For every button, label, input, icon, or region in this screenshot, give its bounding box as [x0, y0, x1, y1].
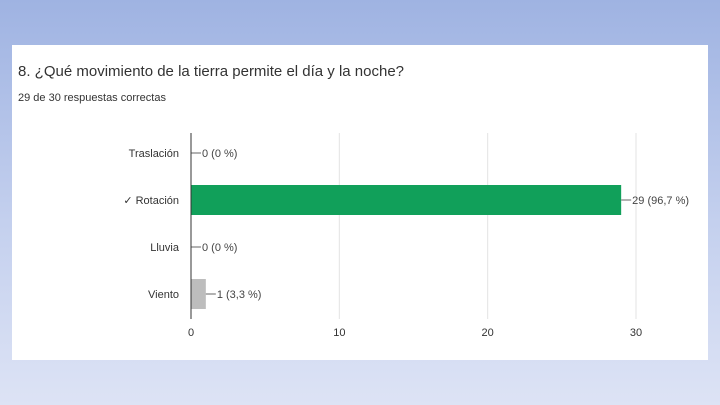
- category-label: ✓ Rotación: [123, 195, 179, 207]
- x-tick-label: 30: [630, 327, 642, 339]
- value-label: 1 (3,3 %): [217, 289, 262, 301]
- x-tick-label: 0: [188, 327, 194, 339]
- bar-chart: 0 10 20 30 Traslación 0 (0 %) ✓ Rotación 29 (96…: [123, 133, 689, 339]
- category-label: Lluvia: [150, 242, 180, 254]
- bar: [191, 185, 622, 215]
- bar: [191, 279, 206, 309]
- x-tick-label: 10: [333, 327, 345, 339]
- value-label: 0 (0 %): [202, 242, 237, 254]
- correct-count-summary: 29 de 30 respuestas correctas: [18, 92, 166, 104]
- results-card: 8. ¿Qué movimiento de la tierra permite …: [12, 45, 708, 360]
- value-label: 29 (96,7 %): [632, 195, 689, 207]
- category-label: Traslación: [129, 148, 179, 160]
- question-title: 8. ¿Qué movimiento de la tierra permite …: [18, 63, 405, 80]
- x-tick-label: 20: [482, 327, 494, 339]
- category-label: Viento: [148, 289, 179, 301]
- value-label: 0 (0 %): [202, 148, 237, 160]
